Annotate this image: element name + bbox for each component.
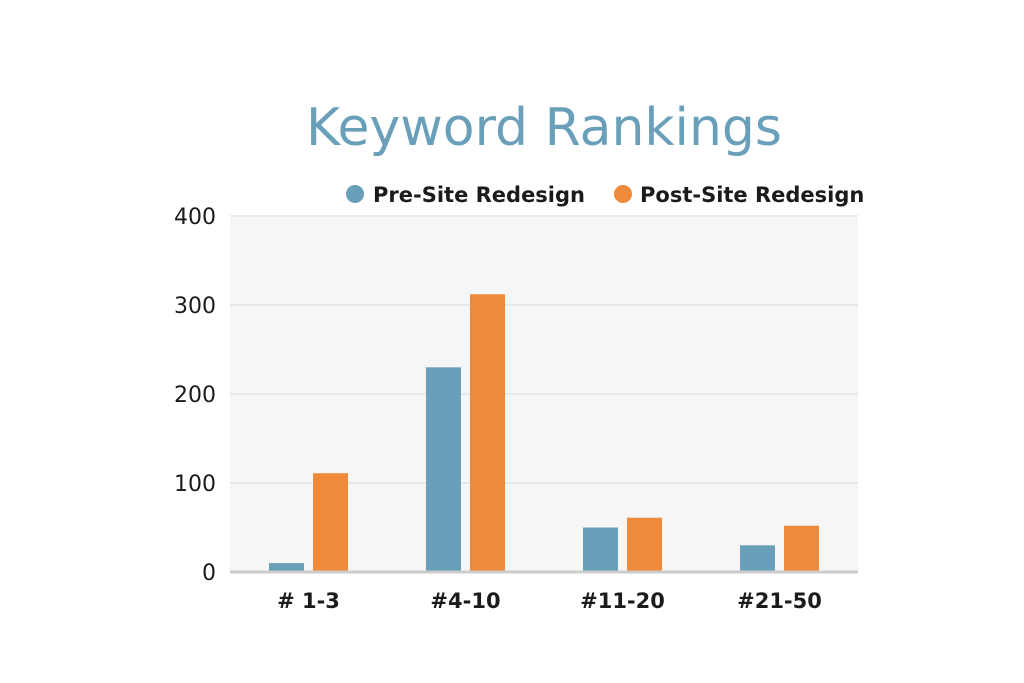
bar-pre-0 [269, 563, 304, 572]
legend: Pre-Site Redesign Post-Site Redesign [346, 183, 864, 207]
x-tick-label: #11-20 [580, 589, 665, 613]
y-tick-label: 200 [174, 383, 216, 408]
x-axis: # 1-3 #4-10 #11-20 #21-50 [277, 589, 822, 613]
legend-label-pre: Pre-Site Redesign [373, 183, 585, 207]
x-tick-label: #4-10 [430, 589, 500, 613]
bar-pre-3 [740, 545, 775, 572]
y-tick-label: 300 [174, 294, 216, 319]
legend-label-post: Post-Site Redesign [640, 183, 864, 207]
bar-post-3 [784, 525, 819, 572]
bars [269, 294, 819, 572]
bar-post-1 [470, 294, 505, 572]
x-tick-label: #21-50 [737, 589, 822, 613]
y-tick-label: 0 [202, 561, 216, 586]
y-tick-label: 400 [174, 205, 216, 230]
y-axis: 0 100 200 300 400 [174, 205, 216, 586]
bar-post-0 [313, 473, 348, 572]
bar-pre-1 [426, 367, 461, 572]
legend-swatch-post [614, 185, 632, 203]
bar-post-2 [627, 517, 662, 572]
bar-pre-2 [583, 527, 618, 572]
chart-title: Keyword Rankings [306, 98, 782, 158]
x-tick-label: # 1-3 [277, 589, 340, 613]
legend-swatch-pre [346, 185, 364, 203]
y-tick-label: 100 [174, 472, 216, 497]
